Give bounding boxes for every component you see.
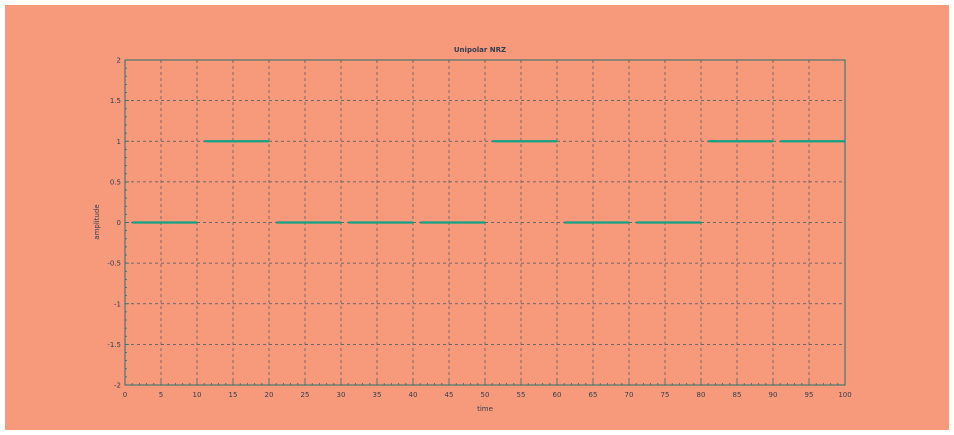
x-tick-label: 10 <box>193 391 202 399</box>
x-tick-label: 100 <box>838 391 851 399</box>
chart-canvas: 0 5 10 15 20 25 30 35 40 45 50 55 60 65 70 75 80 85 90 95 10… <box>5 5 949 430</box>
y-tick-label: -1 <box>114 300 121 308</box>
y-tick-label: 1.5 <box>110 97 121 105</box>
x-tick-label: 55 <box>517 391 526 399</box>
y-tick-label: 1 <box>117 138 121 146</box>
x-tick-label: 30 <box>337 391 346 399</box>
x-tick-label: 40 <box>409 391 418 399</box>
y-axis-label: amplitude <box>93 204 101 239</box>
signal-series <box>132 140 845 224</box>
x-tick-label: 65 <box>589 391 598 399</box>
x-tick-label: 95 <box>805 391 814 399</box>
x-tick-label: 20 <box>265 391 274 399</box>
x-tick-label: 5 <box>159 391 163 399</box>
x-tick-label: 0 <box>123 391 127 399</box>
x-tick-label: 75 <box>661 391 670 399</box>
x-tick-label: 90 <box>769 391 778 399</box>
x-tick-label: 15 <box>229 391 238 399</box>
x-axis-label: time <box>477 405 493 413</box>
x-tick-label: 70 <box>625 391 634 399</box>
y-tick-label: -2 <box>114 382 121 390</box>
chart-figure: 0 5 10 15 20 25 30 35 40 45 50 55 60 65 70 75 80 85 90 95 10… <box>5 5 949 430</box>
y-tick-label: 0 <box>117 219 121 227</box>
x-tick-label: 80 <box>697 391 706 399</box>
y-tick-label: -1.5 <box>107 341 121 349</box>
x-tick-label: 50 <box>481 391 490 399</box>
y-tick-label: 0.5 <box>110 178 121 186</box>
tick-labels: 0 5 10 15 20 25 30 35 40 45 50 55 60 65 70 75 80 85 90 95 10… <box>107 57 851 400</box>
x-tick-label: 45 <box>445 391 454 399</box>
x-tick-label: 85 <box>733 391 742 399</box>
y-tick-label: -0.5 <box>107 260 121 268</box>
x-tick-label: 60 <box>553 391 562 399</box>
x-tick-label: 25 <box>301 391 310 399</box>
axes <box>124 59 846 386</box>
chart-title: Unipolar NRZ <box>454 46 506 54</box>
x-tick-label: 35 <box>373 391 382 399</box>
y-tick-label: 2 <box>117 57 121 65</box>
figure-background <box>5 5 949 430</box>
